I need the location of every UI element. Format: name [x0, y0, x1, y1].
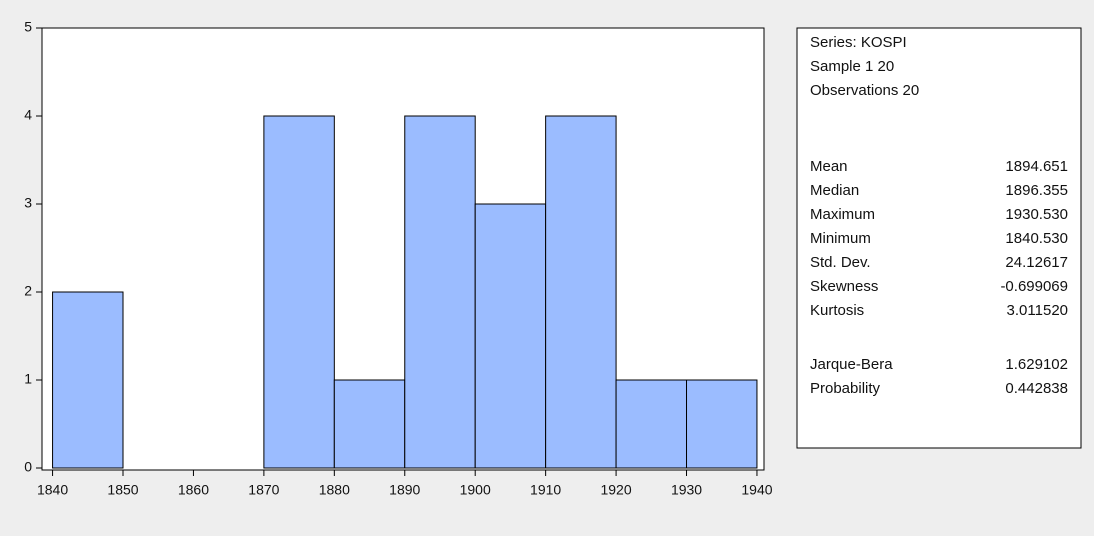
stat-label: Minimum [810, 230, 871, 247]
bar [404, 115, 476, 469]
x-tick-label: 1880 [319, 482, 350, 498]
stats-box [796, 27, 1082, 449]
x-tick-label: 1930 [671, 482, 702, 498]
stat-value: 3.011520 [1007, 302, 1068, 319]
bar [333, 379, 406, 469]
stat-value: 1.629102 [1005, 356, 1068, 373]
stat-label: Kurtosis [810, 302, 864, 319]
stat-label: Maximum [810, 206, 875, 223]
x-tick-label: 1940 [741, 482, 772, 498]
stat-label: Probability [810, 380, 881, 397]
bar [474, 203, 547, 469]
stat-value: 1930.530 [1005, 206, 1068, 223]
stat-value: 1896.355 [1005, 182, 1068, 199]
y-tick-label: 2 [24, 283, 32, 299]
x-tick-label: 1870 [248, 482, 279, 498]
stat-value: 1894.651 [1005, 158, 1068, 175]
x-tick-label: 1910 [530, 482, 561, 498]
x-tick-label: 1900 [460, 482, 491, 498]
bar [263, 115, 335, 469]
stat-label: Mean [810, 158, 848, 175]
stat-label: Std. Dev. [810, 254, 871, 271]
stat-label: Skewness [810, 278, 878, 295]
stat-value: 24.12617 [1005, 254, 1068, 271]
y-tick-label: 4 [24, 107, 32, 123]
bar [686, 379, 758, 469]
stat-label: Jarque-Bera [810, 356, 893, 373]
stat-value: -0.699069 [1000, 278, 1068, 295]
x-tick-label: 1890 [389, 482, 420, 498]
stats-header: Observations 20 [810, 82, 919, 99]
stats-header: Sample 1 20 [810, 58, 894, 75]
bar [52, 291, 124, 469]
stats-header: Series: KOSPI [810, 34, 907, 51]
x-tick-label: 1860 [178, 482, 209, 498]
y-tick-label: 3 [24, 195, 32, 211]
x-tick-label: 1850 [107, 482, 138, 498]
y-tick-label: 0 [24, 459, 32, 475]
stat-value: 1840.530 [1005, 230, 1068, 247]
y-tick-label: 5 [24, 19, 32, 35]
stat-label: Median [810, 182, 859, 199]
stat-value: 0.442838 [1005, 380, 1068, 397]
x-tick-label: 1840 [37, 482, 68, 498]
y-tick-label: 1 [24, 371, 32, 387]
bar [615, 379, 688, 469]
bar [545, 115, 617, 469]
x-tick-label: 1920 [600, 482, 631, 498]
